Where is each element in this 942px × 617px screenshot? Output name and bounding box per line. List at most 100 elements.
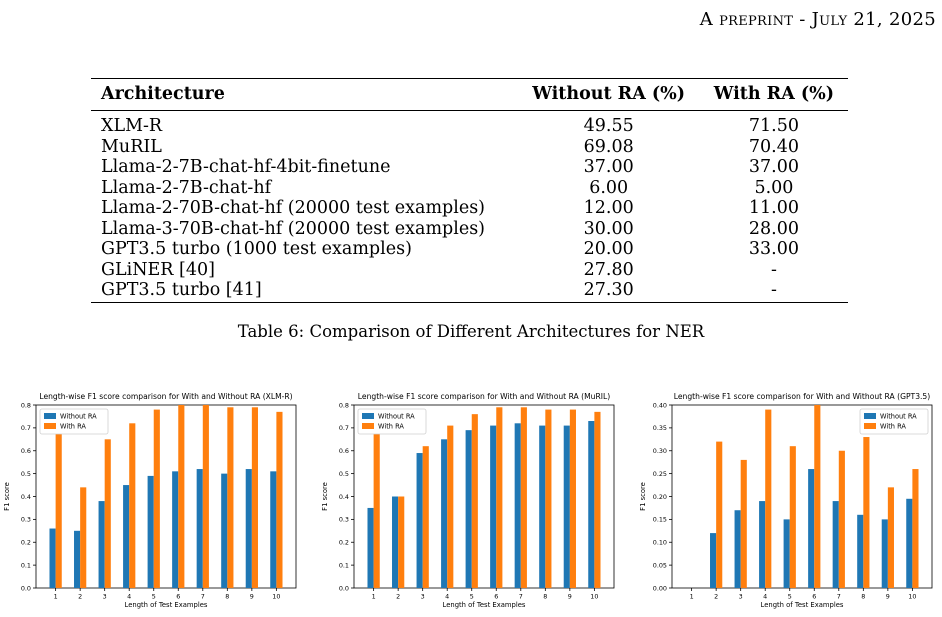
bar-without-ra bbox=[490, 425, 497, 588]
bar-without-ra bbox=[172, 471, 179, 588]
column-header-with-ra: With RA (%) bbox=[699, 78, 848, 111]
y-tick-label: 0.1 bbox=[339, 561, 349, 569]
bar-without-ra bbox=[74, 530, 81, 588]
with-ra-cell: 28.00 bbox=[748, 218, 799, 239]
y-axis-label: F1 score bbox=[639, 482, 647, 511]
x-tick-label: 10 bbox=[272, 593, 280, 601]
y-tick-label: 0.6 bbox=[339, 447, 349, 455]
y-axis-label: F1 score bbox=[3, 482, 11, 511]
table-row: Llama-2-70B-chat-hf (20000 test examples… bbox=[91, 198, 848, 219]
architecture-cell: GPT3.5 turbo (1000 test examples) bbox=[101, 239, 412, 259]
with-ra-cell: 71.50 bbox=[748, 116, 799, 136]
bar-without-ra bbox=[710, 533, 717, 588]
y-tick-label: 0.3 bbox=[339, 516, 349, 524]
x-tick-label: 3 bbox=[421, 593, 425, 601]
bar-with-ra bbox=[496, 407, 503, 588]
x-tick-label: 9 bbox=[886, 593, 890, 601]
chart-title: Length-wise F1 score comparison for With… bbox=[39, 392, 292, 401]
with-ra-cell: 11.00 bbox=[748, 198, 799, 218]
bar-with-ra bbox=[398, 496, 405, 588]
bar-without-ra bbox=[514, 423, 521, 588]
bar-without-ra bbox=[123, 485, 130, 588]
x-tick-label: 5 bbox=[152, 593, 156, 601]
y-tick-label: 0.4 bbox=[339, 493, 349, 501]
bar-without-ra bbox=[147, 475, 154, 588]
legend-swatch bbox=[44, 423, 56, 429]
legend-label: Without RA bbox=[880, 413, 917, 421]
bar-with-ra bbox=[153, 409, 160, 588]
chart-xlmr-svg: Length-wise F1 score comparison for With… bbox=[3, 392, 297, 609]
bar-with-ra bbox=[471, 414, 478, 588]
bar-with-ra bbox=[373, 423, 380, 588]
with-ra-cell: 33.00 bbox=[748, 239, 799, 259]
table-row: GPT3.5 turbo [41] 27.30 - bbox=[91, 280, 848, 303]
bar-without-ra bbox=[98, 501, 105, 588]
bar-without-ra bbox=[734, 510, 741, 588]
chart-title: Length-wise F1 score comparison for With… bbox=[674, 392, 930, 401]
architecture-cell: MuRIL bbox=[101, 136, 162, 157]
legend: Without RA With RA bbox=[859, 408, 929, 435]
y-tick-label: 0.15 bbox=[653, 516, 667, 524]
with-ra-cell: 5.00 bbox=[754, 177, 794, 198]
bar-with-ra bbox=[104, 439, 111, 588]
bar-without-ra bbox=[759, 501, 766, 588]
x-tick-label: 9 bbox=[250, 593, 254, 601]
bar-without-ra bbox=[441, 439, 448, 588]
bar-with-ra bbox=[765, 409, 772, 588]
bar-with-ra bbox=[838, 450, 845, 588]
without-ra-cell: 30.00 bbox=[583, 218, 634, 239]
x-tick-label: 8 bbox=[543, 593, 547, 601]
bar-with-ra bbox=[912, 469, 919, 588]
x-tick-label: 10 bbox=[908, 593, 916, 601]
bar-without-ra bbox=[392, 496, 399, 588]
x-tick-label: 5 bbox=[470, 593, 474, 601]
y-tick-label: 0.8 bbox=[21, 401, 31, 409]
x-tick-label: 4 bbox=[763, 593, 767, 601]
table-row: MuRIL 69.08 70.40 bbox=[91, 137, 848, 158]
with-ra-cell: 37.00 bbox=[748, 157, 799, 177]
bar-with-ra bbox=[447, 425, 454, 588]
table-row: Llama-3-70B-chat-hf (20000 test examples… bbox=[91, 219, 848, 240]
y-tick-label: 0.8 bbox=[339, 401, 349, 409]
x-tick-label: 6 bbox=[812, 593, 816, 601]
y-tick-label: 0.5 bbox=[21, 470, 31, 478]
y-tick-label: 0.7 bbox=[339, 424, 349, 432]
results-table-container: Architecture Without RA (%) With RA (%) … bbox=[91, 78, 848, 303]
x-tick-label: 9 bbox=[568, 593, 572, 601]
y-tick-label: 0.00 bbox=[653, 584, 667, 592]
y-tick-label: 0.2 bbox=[21, 539, 31, 547]
x-tick-label: 1 bbox=[372, 593, 376, 601]
bar-with-ra bbox=[276, 411, 283, 588]
bar-without-ra bbox=[416, 453, 423, 588]
y-tick-label: 0.7 bbox=[21, 424, 31, 432]
x-tick-label: 7 bbox=[837, 593, 841, 601]
architecture-cell: Llama-2-70B-chat-hf (20000 test examples… bbox=[101, 198, 486, 218]
without-ra-cell: 37.00 bbox=[583, 157, 634, 177]
bar-without-ra bbox=[563, 425, 570, 588]
column-header-without-ra: Without RA (%) bbox=[517, 78, 700, 111]
bar-with-ra bbox=[569, 409, 576, 588]
with-ra-cell: - bbox=[699, 280, 848, 303]
bar-without-ra bbox=[857, 514, 864, 588]
bar-with-ra bbox=[716, 441, 723, 588]
x-tick-label: 3 bbox=[103, 593, 107, 601]
bar-without-ra bbox=[588, 421, 595, 588]
x-tick-label: 2 bbox=[78, 593, 82, 601]
bar-without-ra bbox=[49, 528, 56, 588]
table-row: XLM-R 49.55 71.50 bbox=[91, 111, 848, 137]
chart-title: Length-wise F1 score comparison for With… bbox=[358, 392, 610, 401]
bar-without-ra bbox=[245, 469, 252, 588]
table-row: GLiNER [40] 27.80 - bbox=[91, 260, 848, 281]
bar-with-ra bbox=[863, 437, 870, 588]
x-tick-label: 6 bbox=[176, 593, 180, 601]
legend-label: With RA bbox=[60, 423, 86, 431]
y-axis-label: F1 score bbox=[321, 482, 329, 511]
architecture-cell: Llama-2-7B-chat-hf-4bit-finetune bbox=[101, 157, 391, 177]
bar-with-ra bbox=[520, 407, 527, 588]
legend-swatch bbox=[44, 413, 56, 419]
legend-swatch bbox=[864, 423, 876, 429]
y-tick-label: 0.0 bbox=[21, 584, 31, 592]
architecture-cell: GLiNER [40] bbox=[101, 259, 215, 280]
x-tick-label: 4 bbox=[445, 593, 449, 601]
bar-with-ra bbox=[129, 423, 136, 588]
